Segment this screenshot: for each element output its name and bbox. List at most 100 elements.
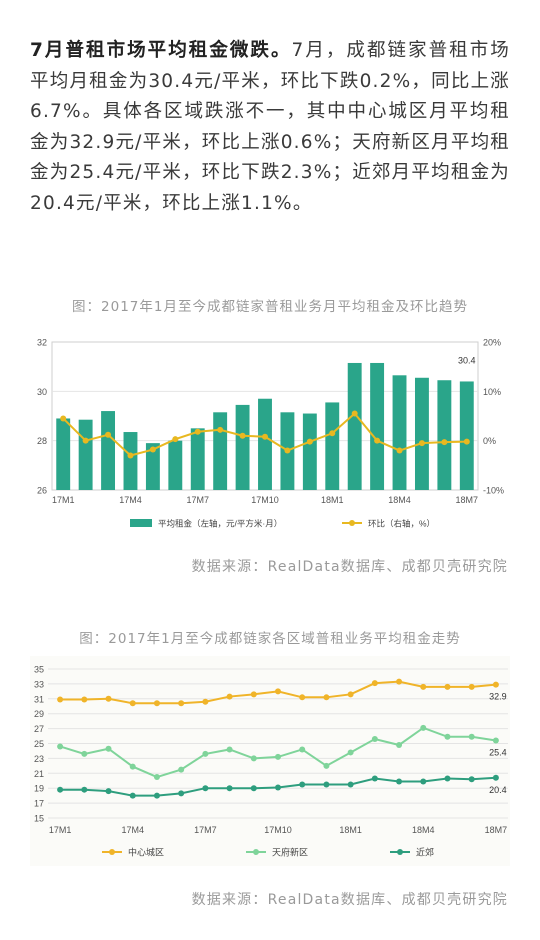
- series-point: [492, 774, 499, 781]
- mom-point: [284, 447, 291, 454]
- series-point: [81, 696, 88, 703]
- chart2-source: 数据来源：RealData数据库、成都贝壳研究院: [191, 892, 508, 908]
- bar: [302, 413, 317, 490]
- series-point: [468, 683, 475, 690]
- series-point: [226, 785, 233, 792]
- mom-point: [172, 436, 179, 443]
- mom-point: [239, 432, 246, 439]
- mom-point: [396, 447, 403, 454]
- chart1-panel: 26 28 30 32 -10% 0% 10% 20% 30.4 17M1 17M4 17M7 17M1…: [30, 330, 510, 540]
- series-point: [299, 694, 306, 701]
- mom-point: [149, 446, 156, 453]
- article-body: 7月，成都链家普租市场平均月租金为30.4元/平米，环比下跌0.2%，同比上涨6…: [30, 40, 510, 214]
- series-point: [444, 683, 451, 690]
- district-rent-chart: 15 17 19 21 23 25 27 29 31 33 35 32.9 25.4 20.4 17M1 17…: [30, 656, 510, 866]
- series-point: [468, 733, 475, 740]
- y-tick-label: 21: [34, 769, 44, 779]
- series-point: [371, 736, 378, 743]
- series-point: [81, 786, 88, 793]
- series-point: [105, 788, 112, 795]
- y-tick-label: 28: [37, 436, 47, 446]
- series-point: [347, 749, 354, 756]
- mom-point: [105, 431, 112, 438]
- series-point: [178, 766, 185, 773]
- series-point: [299, 781, 306, 788]
- x-tick-label: 17M1: [49, 825, 72, 835]
- mom-point: [374, 437, 381, 444]
- chart1-source: 数据来源：RealData数据库、成都贝壳研究院: [191, 559, 508, 575]
- mom-point: [60, 415, 67, 422]
- bar: [168, 440, 183, 490]
- mom-point: [262, 433, 268, 440]
- series-point: [444, 733, 451, 740]
- legend-swatch-bar: [130, 519, 152, 527]
- series-point: [250, 755, 257, 762]
- y-tick-label: 15: [34, 814, 44, 824]
- y-tick-label: 23: [34, 754, 44, 764]
- y-tick-label: 32: [37, 338, 47, 348]
- x-tick-label: 17M7: [186, 495, 209, 505]
- mom-point: [418, 440, 425, 447]
- data-label: 25.4: [489, 748, 507, 758]
- series-point: [81, 750, 88, 757]
- bar: [437, 380, 452, 490]
- x-tick-label: 17M7: [194, 825, 217, 835]
- y-tick-label: 33: [34, 679, 44, 689]
- x-tick-label: 17M4: [121, 825, 144, 835]
- x-tick-label: 17M10: [251, 495, 279, 505]
- series-point: [226, 746, 233, 753]
- bar: [459, 381, 474, 490]
- series-point: [57, 743, 64, 750]
- y2-tick-label: 20%: [483, 338, 501, 348]
- y2-tick-label: 0%: [483, 436, 496, 446]
- bar: [414, 377, 429, 490]
- x-tick-label: 18M1: [339, 825, 362, 835]
- y2-tick-label: -10%: [483, 486, 504, 496]
- series-point: [299, 746, 306, 753]
- y-tick-label: 27: [34, 724, 44, 734]
- y-tick-label: 19: [34, 784, 44, 794]
- bar: [123, 432, 138, 490]
- legend-label: 天府新区: [272, 847, 308, 858]
- bar: [101, 411, 116, 490]
- y-tick-label: 30: [37, 387, 47, 397]
- series-point: [420, 724, 427, 731]
- series-point: [250, 785, 257, 792]
- x-tick-label: 18M7: [485, 825, 508, 835]
- x-tick-label: 17M4: [119, 495, 142, 505]
- legend-label: 近郊: [416, 847, 434, 858]
- series-point: [275, 753, 281, 760]
- legend-swatch-marker: [349, 520, 355, 526]
- data-label: 32.9: [489, 692, 507, 702]
- mom-point: [441, 439, 448, 446]
- series-point: [202, 785, 209, 792]
- series-point: [492, 681, 499, 688]
- bar: [258, 398, 272, 490]
- mom-point: [82, 437, 89, 444]
- bar: [325, 402, 340, 490]
- mom-point: [194, 428, 201, 435]
- bar: [145, 443, 160, 490]
- series-point: [420, 778, 427, 785]
- legend-marker: [397, 849, 403, 855]
- legend-label-line: 环比（右轴，%）: [368, 519, 435, 529]
- mom-point: [217, 426, 224, 433]
- series-point: [323, 762, 330, 769]
- bar: [347, 362, 362, 490]
- y-tick-label: 31: [34, 694, 44, 704]
- series-point: [153, 700, 160, 707]
- series-point: [57, 696, 64, 703]
- y-tick-label: 26: [37, 486, 47, 496]
- series-point: [105, 745, 112, 752]
- series-point: [347, 691, 354, 698]
- article-lead: 7月普租市场平均租金微跌。: [30, 40, 292, 61]
- series-point: [396, 778, 403, 785]
- data-label: 20.4: [489, 785, 507, 795]
- legend-label: 中心城区: [128, 847, 164, 858]
- mom-point: [306, 438, 313, 445]
- mom-point: [127, 452, 134, 459]
- y-tick-label: 25: [34, 739, 44, 749]
- bar: [56, 418, 71, 490]
- bar: [213, 412, 228, 490]
- x-tick-label: 18M4: [412, 825, 435, 835]
